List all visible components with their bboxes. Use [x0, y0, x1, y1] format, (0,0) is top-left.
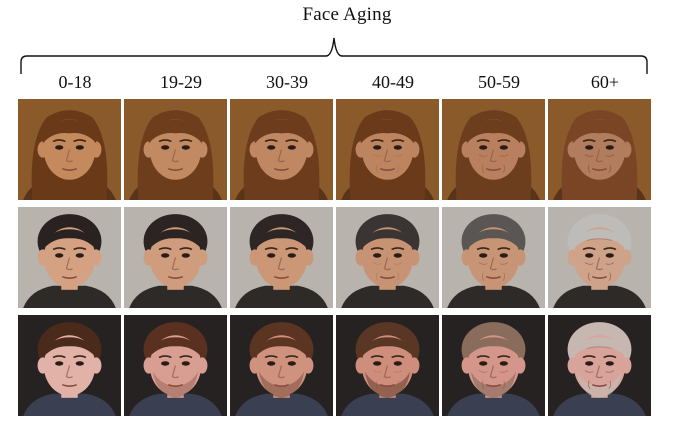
face-photo [442, 99, 545, 200]
face-photo [442, 207, 545, 308]
age-label-19-29: 19-29 [160, 72, 202, 92]
age-label-0-18: 0-18 [58, 72, 92, 92]
face-photo [18, 315, 121, 416]
age-label-40-49: 40-49 [372, 72, 414, 92]
face-photo [548, 99, 651, 200]
face-photo [230, 207, 333, 308]
face-photo [230, 315, 333, 416]
face-grid [18, 99, 654, 417]
brace-bracket [20, 37, 648, 74]
face-photo [124, 99, 227, 200]
face-photo [124, 207, 227, 308]
age-label-60-plus: 60+ [590, 72, 620, 92]
face-photo [124, 315, 227, 416]
face-photo [18, 207, 121, 308]
face-photo [336, 315, 439, 416]
face-photo [548, 315, 651, 416]
face-photo [548, 207, 651, 308]
face-photo [336, 99, 439, 200]
age-label-30-39: 30-39 [266, 72, 308, 92]
age-label-50-59: 50-59 [478, 72, 520, 92]
face-photo [18, 99, 121, 200]
face-photo [336, 207, 439, 308]
face-photo [442, 315, 545, 416]
face-photo [230, 99, 333, 200]
figure-title: Face Aging [302, 4, 392, 25]
